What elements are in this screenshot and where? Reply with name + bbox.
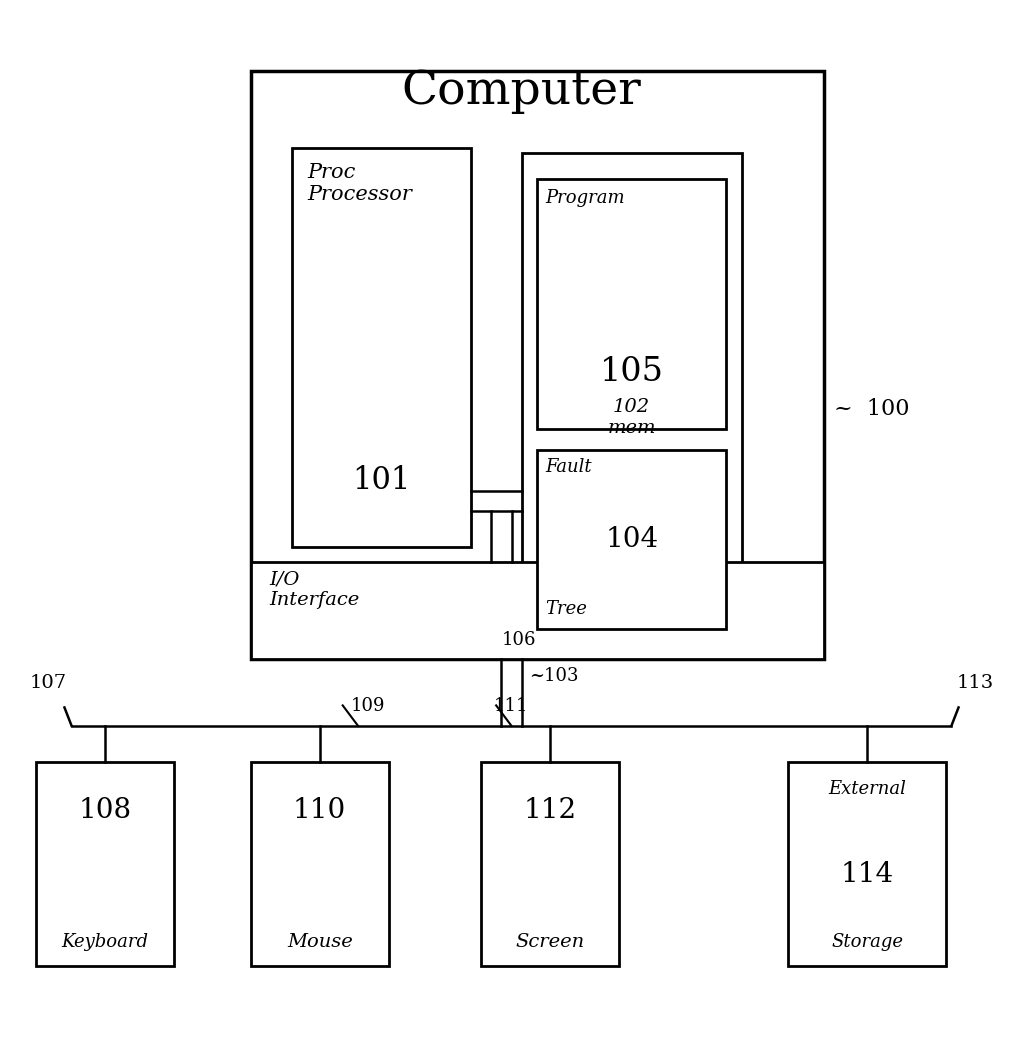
Bar [788,762,946,966]
Text: Proc
Processor: Proc Processor [307,164,412,204]
Bar [251,762,389,966]
Text: 111: 111 [494,697,529,715]
Text: 107: 107 [30,674,66,692]
Bar [36,762,174,966]
Text: Computer: Computer [402,69,641,114]
Text: 101: 101 [352,465,410,495]
Text: Storage: Storage [831,933,903,951]
Text: ~103: ~103 [529,667,578,685]
Text: 106: 106 [501,631,536,649]
Text: Screen: Screen [516,933,584,951]
Text: 102
mem: 102 mem [608,399,656,437]
Text: Program: Program [545,189,625,207]
Bar [251,562,824,659]
Text: I/O
Interface: I/O Interface [269,571,359,609]
Text: 112: 112 [524,797,576,825]
Text: Mouse: Mouse [286,933,353,951]
Bar [251,71,824,659]
Text: ~  100: ~ 100 [834,398,909,420]
Text: 108: 108 [79,797,131,825]
Bar [292,148,471,546]
Text: 104: 104 [606,526,658,553]
Text: 110: 110 [293,797,347,825]
Text: Fault: Fault [545,458,592,476]
Bar [537,450,726,628]
Text: 114: 114 [841,861,893,888]
Bar [537,179,726,429]
Text: 109: 109 [351,697,386,715]
Text: Keyboard: Keyboard [61,933,148,951]
Bar [522,153,742,639]
Text: 105: 105 [599,356,664,388]
Text: Tree: Tree [545,601,587,619]
Text: 113: 113 [957,674,993,692]
Text: External: External [828,780,906,798]
Bar [481,762,619,966]
